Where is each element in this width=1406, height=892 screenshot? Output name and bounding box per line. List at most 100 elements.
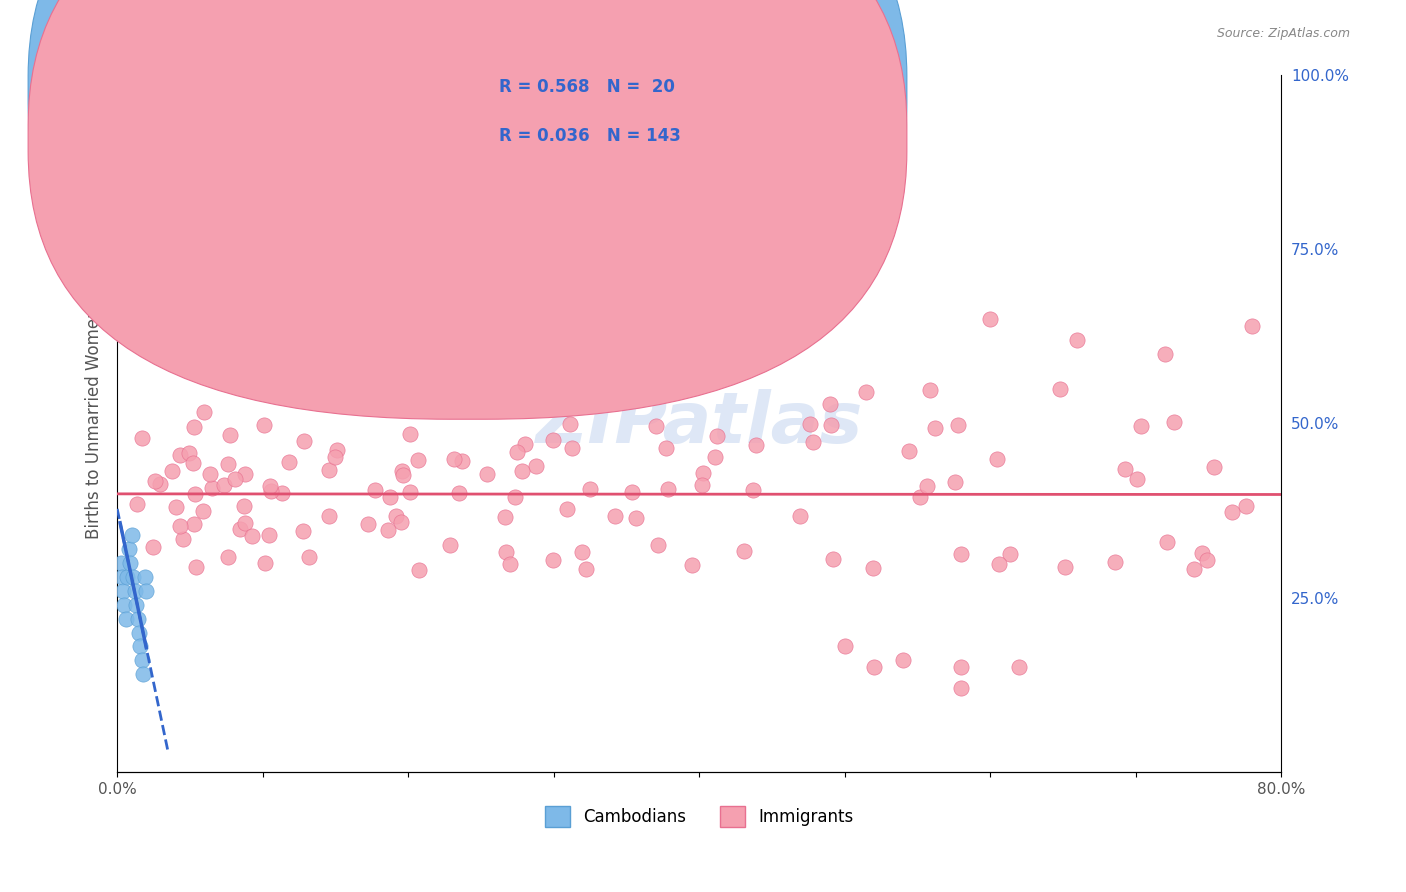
- Point: [218, 427, 240, 442]
- Point: [986, 451, 1008, 466]
- Point: [1008, 660, 1031, 674]
- Point: [165, 500, 187, 515]
- Point: [657, 483, 679, 497]
- Point: [891, 653, 914, 667]
- Point: [918, 384, 941, 398]
- Point: [233, 516, 256, 530]
- Point: [121, 528, 143, 542]
- Point: [979, 311, 1001, 326]
- Point: [862, 561, 884, 575]
- Point: [915, 479, 938, 493]
- Point: [1114, 461, 1136, 475]
- Point: [745, 438, 768, 452]
- Point: [799, 417, 821, 431]
- Point: [399, 485, 422, 500]
- Point: [132, 667, 155, 681]
- Legend: Cambodians, Immigrants: Cambodians, Immigrants: [538, 800, 860, 833]
- Point: [571, 545, 593, 559]
- Point: [1182, 561, 1205, 575]
- Point: [233, 499, 256, 513]
- Point: [108, 291, 131, 305]
- Point: [1053, 560, 1076, 574]
- Point: [575, 562, 598, 576]
- Point: [555, 502, 578, 516]
- Point: [298, 549, 321, 564]
- Point: [1153, 346, 1175, 360]
- Point: [169, 518, 191, 533]
- Point: [647, 538, 669, 552]
- Point: [579, 482, 602, 496]
- Point: [1220, 505, 1243, 519]
- Point: [118, 541, 141, 556]
- Point: [131, 653, 153, 667]
- Point: [704, 450, 727, 464]
- Point: [945, 475, 967, 490]
- Text: R = 0.036   N = 143: R = 0.036 N = 143: [499, 128, 681, 145]
- Point: [621, 484, 644, 499]
- Point: [114, 598, 136, 612]
- Text: R = 0.568   N =  20: R = 0.568 N = 20: [499, 78, 675, 96]
- Point: [172, 532, 194, 546]
- Point: [789, 509, 811, 524]
- Point: [186, 559, 208, 574]
- Point: [950, 660, 973, 674]
- Point: [127, 611, 149, 625]
- Point: [193, 405, 215, 419]
- Point: [603, 509, 626, 524]
- Point: [160, 464, 183, 478]
- Point: [193, 504, 215, 518]
- Point: [134, 570, 156, 584]
- Point: [229, 522, 252, 536]
- Point: [1129, 419, 1152, 434]
- Point: [821, 551, 844, 566]
- Point: [201, 481, 224, 495]
- Point: [897, 443, 920, 458]
- Point: [128, 625, 150, 640]
- Point: [706, 429, 728, 443]
- Point: [122, 570, 145, 584]
- Point: [561, 441, 583, 455]
- Point: [855, 385, 877, 400]
- Y-axis label: Births to Unmarried Women: Births to Unmarried Women: [86, 308, 103, 539]
- Point: [179, 446, 201, 460]
- Text: Source: ZipAtlas.com: Source: ZipAtlas.com: [1216, 27, 1350, 40]
- Point: [277, 455, 299, 469]
- Point: [142, 541, 165, 555]
- Point: [408, 563, 430, 577]
- Point: [169, 448, 191, 462]
- Point: [998, 547, 1021, 561]
- Point: [733, 543, 755, 558]
- Point: [183, 517, 205, 532]
- Point: [655, 441, 678, 455]
- Point: [1163, 415, 1185, 429]
- Point: [129, 640, 152, 654]
- Point: [184, 487, 207, 501]
- Point: [111, 583, 134, 598]
- Point: [392, 468, 415, 483]
- Point: [1234, 499, 1257, 513]
- Point: [259, 484, 281, 499]
- Point: [212, 478, 235, 492]
- Point: [541, 434, 564, 448]
- Point: [323, 450, 346, 464]
- Point: [690, 478, 713, 492]
- Point: [198, 467, 221, 482]
- Point: [389, 516, 412, 530]
- Point: [560, 417, 582, 431]
- Point: [1126, 472, 1149, 486]
- Point: [513, 437, 536, 451]
- Point: [124, 583, 146, 598]
- Point: [253, 418, 276, 433]
- Point: [439, 538, 461, 552]
- Point: [318, 463, 340, 477]
- Point: [1066, 333, 1088, 347]
- Point: [801, 434, 824, 449]
- Point: [318, 508, 340, 523]
- Point: [224, 472, 246, 486]
- Point: [1240, 318, 1263, 333]
- Point: [259, 478, 281, 492]
- Point: [253, 556, 276, 570]
- Point: [271, 485, 294, 500]
- Point: [217, 457, 239, 471]
- Point: [443, 452, 465, 467]
